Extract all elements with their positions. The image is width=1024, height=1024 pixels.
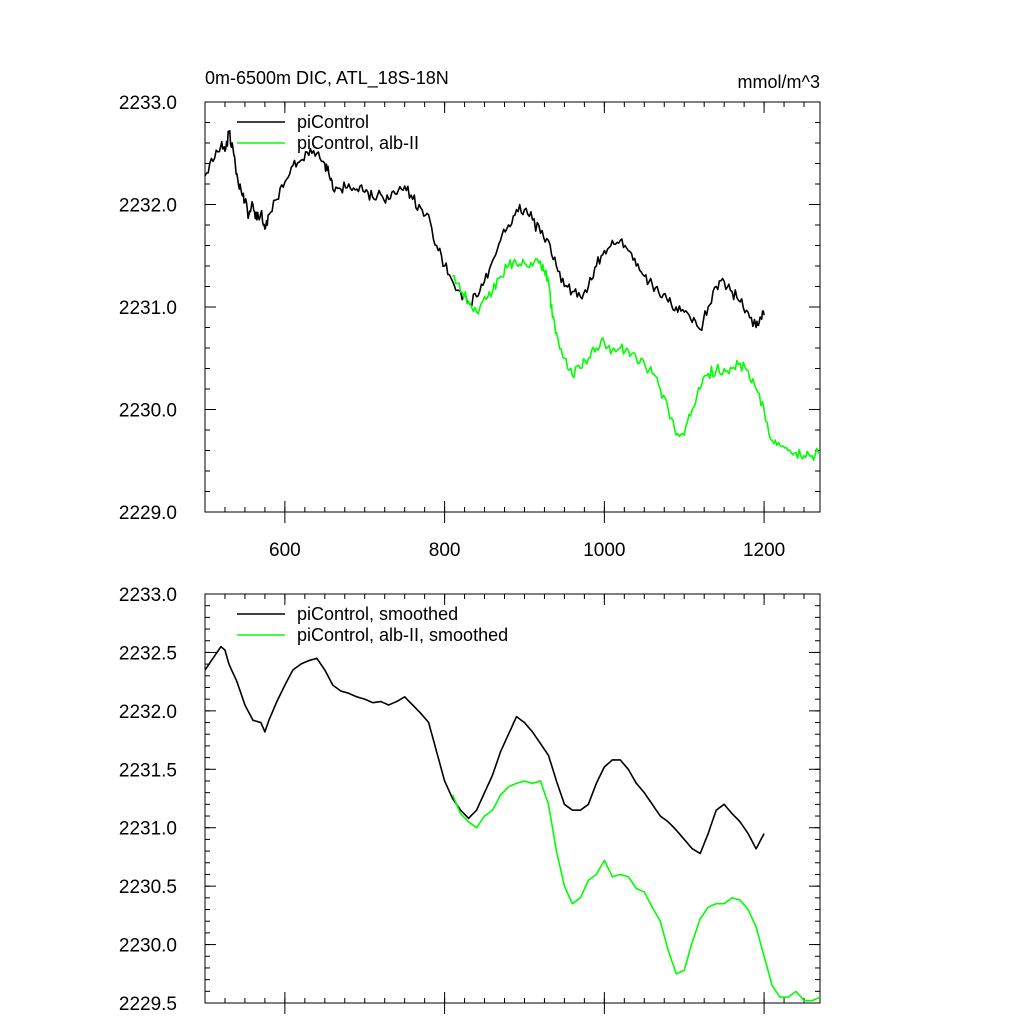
- y-tick-label: 2231.0: [119, 298, 177, 319]
- y-tick-label: 2230.5: [119, 877, 177, 898]
- y-tick-label: 2232.0: [119, 702, 177, 723]
- legend-label: piControl: [297, 112, 369, 132]
- y-tick-label: 2230.0: [119, 401, 177, 422]
- units-label: mmol/m^3: [738, 72, 820, 92]
- series-line-0: [204, 130, 765, 332]
- series-line-0: [204, 645, 765, 855]
- x-tick-label: 800: [429, 540, 461, 561]
- legend-label: piControl, alb-II, smoothed: [297, 625, 508, 645]
- plot-frame: [204, 593, 821, 1004]
- x-tick-label: 1200: [743, 540, 785, 561]
- legend-label: piControl, smoothed: [297, 604, 458, 624]
- x-tick-label: 600: [269, 540, 301, 561]
- bottom-panel: 2229.5 2230.0 2230.5 2231.0 2231.5 2232.0 2232…: [119, 585, 821, 1015]
- y-tick-label: 2233.0: [119, 585, 177, 606]
- x-tick-label: 1000: [583, 540, 625, 561]
- y-tick-label: 2229.5: [119, 994, 177, 1015]
- y-tick-label: 2230.0: [119, 936, 177, 957]
- y-tick-label: 2233.0: [119, 93, 177, 114]
- y-tick-label: 2232.0: [119, 196, 177, 217]
- y-tick-label: 2231.0: [119, 819, 177, 840]
- top-panel: 2229.0 2230.0 2231.0 2232.0 2233.0 600 800 1000…: [119, 68, 821, 561]
- y-tick-label: 2232.5: [119, 643, 177, 664]
- series-line-1: [451, 780, 821, 1002]
- y-tick-label: 2229.0: [119, 503, 177, 524]
- chart-title: 0m-6500m DIC, ATL_18S-18N: [205, 68, 449, 89]
- legend-label: piControl, alb-II: [297, 133, 419, 153]
- series-line-1: [452, 257, 821, 462]
- y-tick-label: 2231.5: [119, 760, 177, 781]
